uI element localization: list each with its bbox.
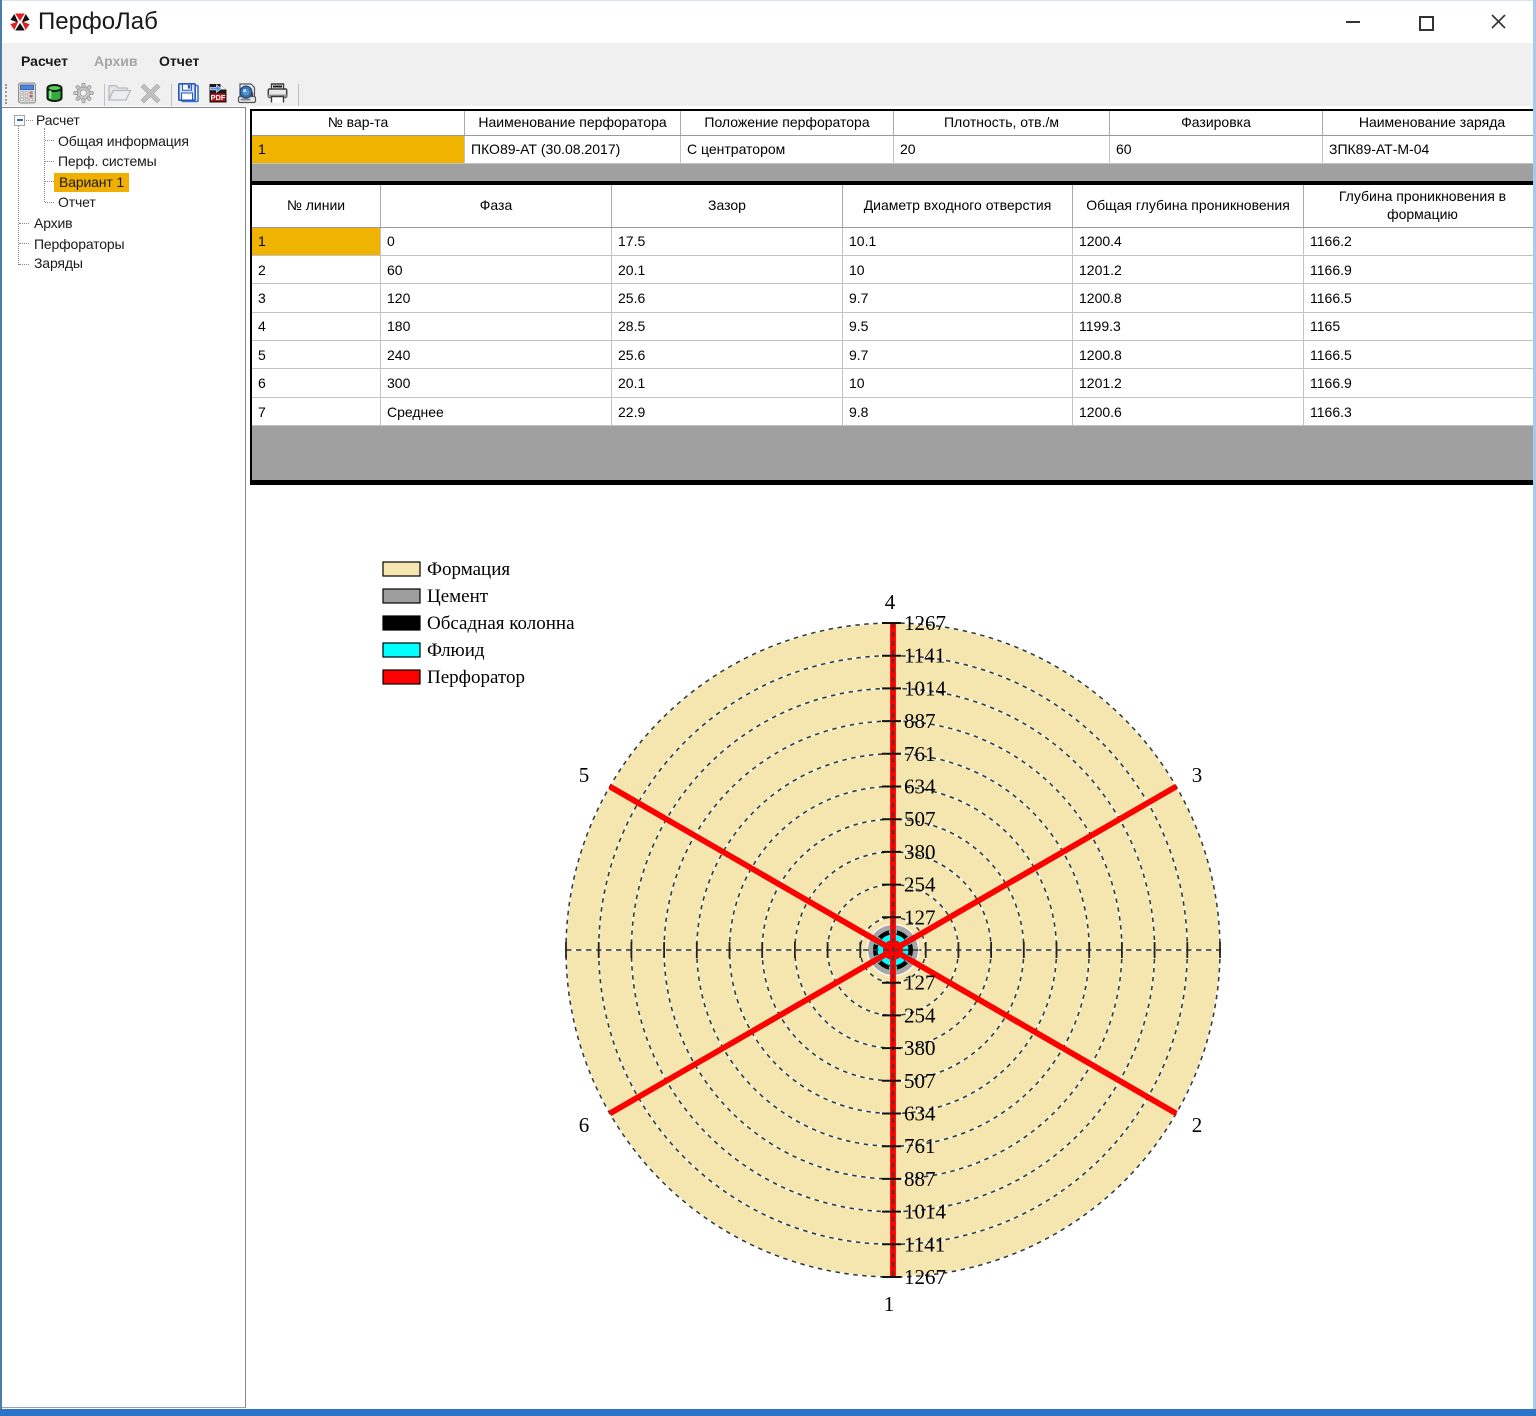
svg-text:6: 6 [579,1113,590,1137]
svg-text:1014: 1014 [904,1200,947,1224]
svg-text:1141: 1141 [904,1232,945,1256]
svg-text:1267: 1267 [904,1265,946,1289]
svg-text:4: 4 [885,590,896,614]
svg-text:1141: 1141 [904,644,945,668]
svg-text:887: 887 [904,709,936,733]
svg-text:1: 1 [884,1292,895,1316]
svg-text:Перфоратор: Перфоратор [427,667,525,688]
svg-text:127: 127 [904,971,936,995]
svg-text:761: 761 [904,1134,936,1158]
svg-text:380: 380 [904,840,936,864]
svg-text:507: 507 [904,807,936,831]
svg-text:380: 380 [904,1036,936,1060]
svg-text:2: 2 [1192,1113,1203,1137]
svg-text:Цемент: Цемент [427,586,489,607]
svg-text:5: 5 [579,763,590,787]
svg-text:1267: 1267 [904,611,946,635]
svg-text:Флюид: Флюид [427,640,485,661]
svg-text:254: 254 [904,1003,936,1027]
svg-text:254: 254 [904,873,936,897]
svg-text:887: 887 [904,1167,936,1191]
svg-text:PDF: PDF [211,93,226,102]
svg-text:Формация: Формация [427,559,510,580]
svg-text:3: 3 [1192,763,1203,787]
svg-text:634: 634 [904,775,936,799]
svg-text:507: 507 [904,1069,936,1093]
svg-text:127: 127 [904,905,936,929]
svg-text:1014: 1014 [904,676,947,700]
svg-text:634: 634 [904,1102,936,1126]
svg-text:761: 761 [904,742,936,766]
svg-text:Обсадная колонна: Обсадная колонна [427,613,575,634]
